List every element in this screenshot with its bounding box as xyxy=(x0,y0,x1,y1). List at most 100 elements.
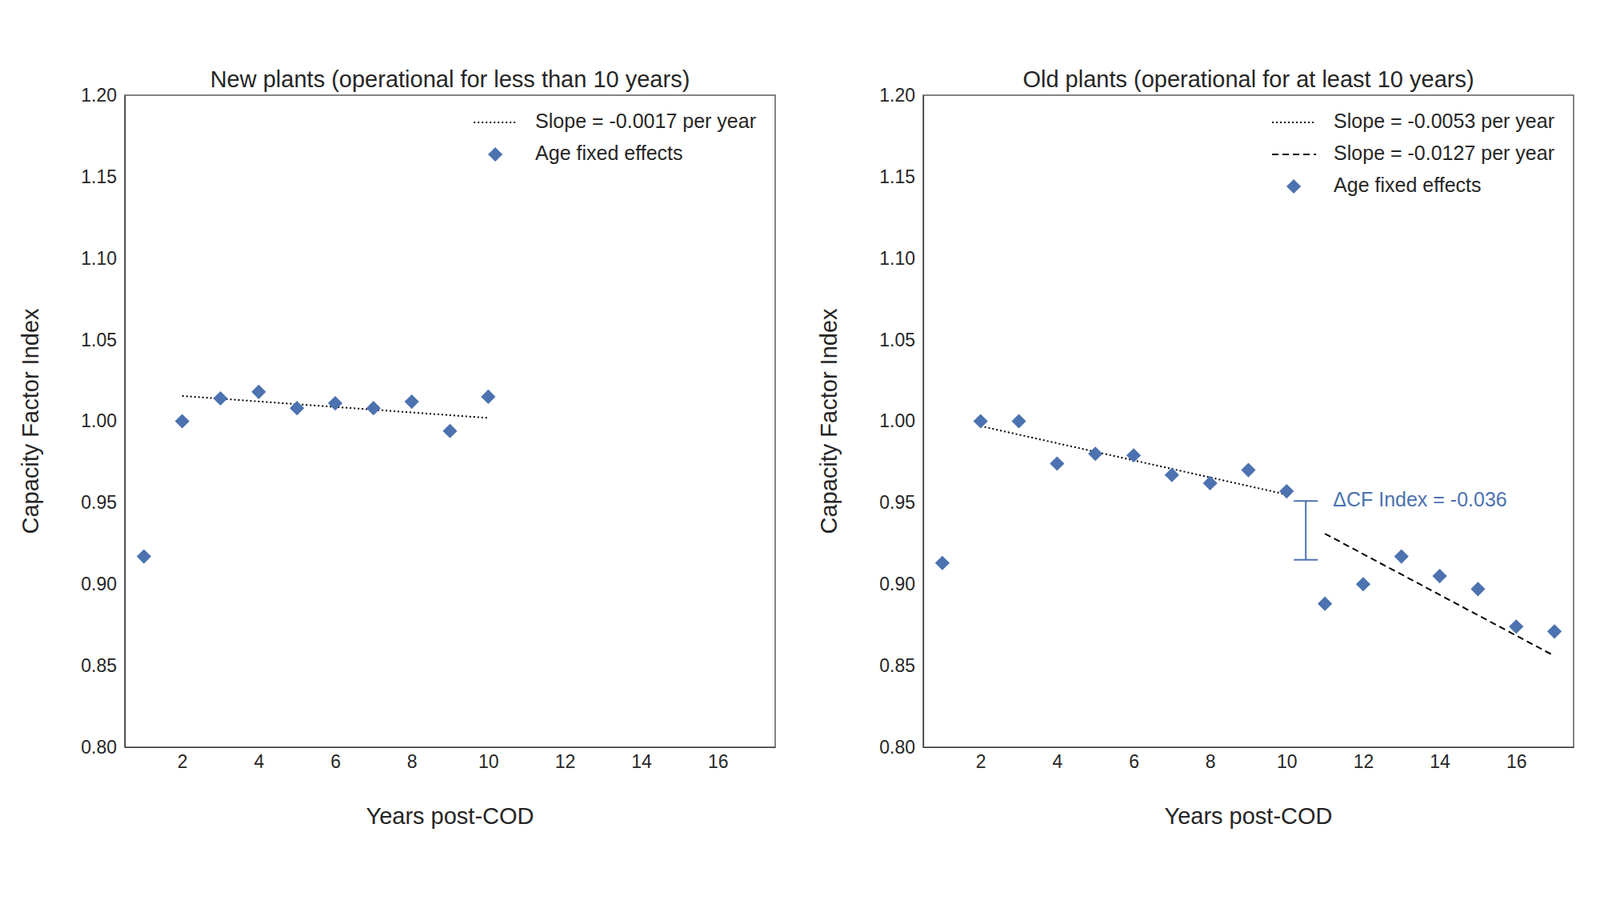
x-tick-label: 16 xyxy=(1506,751,1528,772)
trend-line xyxy=(1324,533,1555,656)
legend-entry: Age fixed effects xyxy=(1286,173,1481,196)
y-axis-title: Capacity Factor Index xyxy=(17,308,44,535)
point xyxy=(1547,624,1562,639)
y-tick-label: 1.10 xyxy=(80,248,117,269)
y-tick-label: 1.20 xyxy=(879,84,916,106)
point xyxy=(1240,463,1256,478)
x-tick: 16 xyxy=(1506,747,1528,772)
y-tick-label: 1.15 xyxy=(879,166,916,188)
y-tick: 1.05 xyxy=(879,328,924,350)
x-tick-label: 2 xyxy=(976,751,987,772)
legend-label: Slope = -0.0127 per year xyxy=(1333,141,1555,164)
y-tick-label: 0.85 xyxy=(879,655,916,676)
x-tick: 6 xyxy=(1128,747,1140,772)
y-tick: 1.15 xyxy=(879,166,924,188)
y-tick: 1.20 xyxy=(879,84,924,106)
legend-entry: Slope = -0.0017 per year xyxy=(473,109,756,132)
y-tick: 1.15 xyxy=(80,166,125,188)
point xyxy=(1394,549,1409,564)
x-tick: 14 xyxy=(1429,747,1451,772)
y-tick-label: 0.95 xyxy=(879,492,916,513)
annotation-label: ΔCF Index = -0.036 xyxy=(1332,488,1508,511)
point xyxy=(1470,581,1485,596)
y-axis: 0.80 0.85 0.90 0.95 1.00 1.05 1.10 1.15 1.20 xyxy=(80,84,125,758)
y-tick-label: 0.95 xyxy=(80,492,117,513)
y-tick: 0.90 xyxy=(80,573,125,595)
x-tick: 8 xyxy=(407,747,418,772)
point xyxy=(973,413,988,428)
y-tick-label: 1.00 xyxy=(80,410,117,432)
y-tick: 1.00 xyxy=(80,410,125,432)
y-tick: 0.85 xyxy=(80,655,125,676)
plot-area xyxy=(136,384,496,564)
legend-label: Slope = -0.0017 per year xyxy=(535,109,756,132)
y-tick: 1.00 xyxy=(879,410,924,432)
x-tick-label: 10 xyxy=(1276,751,1298,772)
y-tick-label: 1.05 xyxy=(80,328,117,350)
y-tick: 0.95 xyxy=(80,492,125,513)
chart-title: Old plants (operational for at least 10 … xyxy=(1022,66,1474,92)
point xyxy=(136,549,152,564)
trend-line xyxy=(980,426,1288,496)
y-tick-label: 0.85 xyxy=(80,655,117,676)
y-tick-label: 1.20 xyxy=(80,84,117,106)
point xyxy=(1508,619,1524,634)
x-tick: 14 xyxy=(631,747,652,772)
point xyxy=(404,394,420,409)
legend-entry: Slope = -0.0127 per year xyxy=(1272,141,1555,164)
legend: Slope = -0.0053 per year Slope = -0.0127 … xyxy=(1272,109,1555,196)
y-tick-label: 1.15 xyxy=(80,166,117,188)
y-tick: 1.05 xyxy=(80,328,125,350)
legend-entry: Age fixed effects xyxy=(488,141,683,164)
legend-swatch xyxy=(1286,179,1301,194)
x-tick: 2 xyxy=(177,747,188,772)
x-tick-label: 14 xyxy=(1429,751,1451,772)
legend-swatch xyxy=(1272,153,1316,156)
point xyxy=(1088,446,1103,461)
x-tick: 4 xyxy=(1052,747,1063,772)
legend-label: Slope = -0.0053 per year xyxy=(1333,109,1555,132)
legend-label: Age fixed effects xyxy=(535,141,683,164)
plot-frame xyxy=(923,95,1574,748)
y-tick-label: 0.80 xyxy=(80,736,117,758)
x-axis: 246810121416 xyxy=(924,747,1575,772)
x-tick-label: 16 xyxy=(708,751,729,772)
point xyxy=(1011,413,1026,428)
x-tick-label: 6 xyxy=(330,751,341,772)
y-tick-label: 0.90 xyxy=(80,573,117,595)
x-tick-label: 8 xyxy=(407,751,418,772)
x-tick: 16 xyxy=(708,747,729,772)
point xyxy=(442,424,457,439)
x-tick: 10 xyxy=(478,747,500,772)
x-tick-label: 4 xyxy=(1052,751,1063,772)
panel: 2468101214160.800.850.900.951.001.051.10… xyxy=(816,66,1575,829)
point xyxy=(1317,596,1332,612)
trend-line xyxy=(182,396,489,419)
legend-label: Age fixed effects xyxy=(1333,173,1481,196)
x-tick: 4 xyxy=(253,747,264,772)
y-tick: 1.10 xyxy=(80,248,125,269)
x-axis-title: Years post-COD xyxy=(1164,803,1332,829)
x-tick-label: 6 xyxy=(1128,751,1140,772)
chart-title: New plants (operational for less than 10… xyxy=(210,66,691,92)
x-tick-label: 12 xyxy=(555,751,576,772)
difference-bracket xyxy=(1293,500,1318,560)
x-tick: 12 xyxy=(1353,747,1375,772)
point xyxy=(1356,576,1371,592)
point xyxy=(1126,448,1141,463)
point xyxy=(366,400,381,416)
point xyxy=(251,384,266,400)
legend-swatch xyxy=(488,147,503,162)
x-tick-label: 14 xyxy=(631,751,652,772)
x-tick: 12 xyxy=(555,747,576,772)
x-tick-label: 2 xyxy=(177,751,188,772)
y-tick: 0.80 xyxy=(80,736,125,758)
y-axis-title: Capacity Factor Index xyxy=(816,308,842,535)
x-tick-label: 4 xyxy=(253,751,264,772)
point xyxy=(1049,456,1064,471)
plot-area xyxy=(935,413,1562,656)
legend-entry: Slope = -0.0053 per year xyxy=(1272,109,1555,132)
point xyxy=(935,556,950,571)
x-tick-label: 10 xyxy=(478,751,500,772)
x-tick: 2 xyxy=(976,747,987,772)
